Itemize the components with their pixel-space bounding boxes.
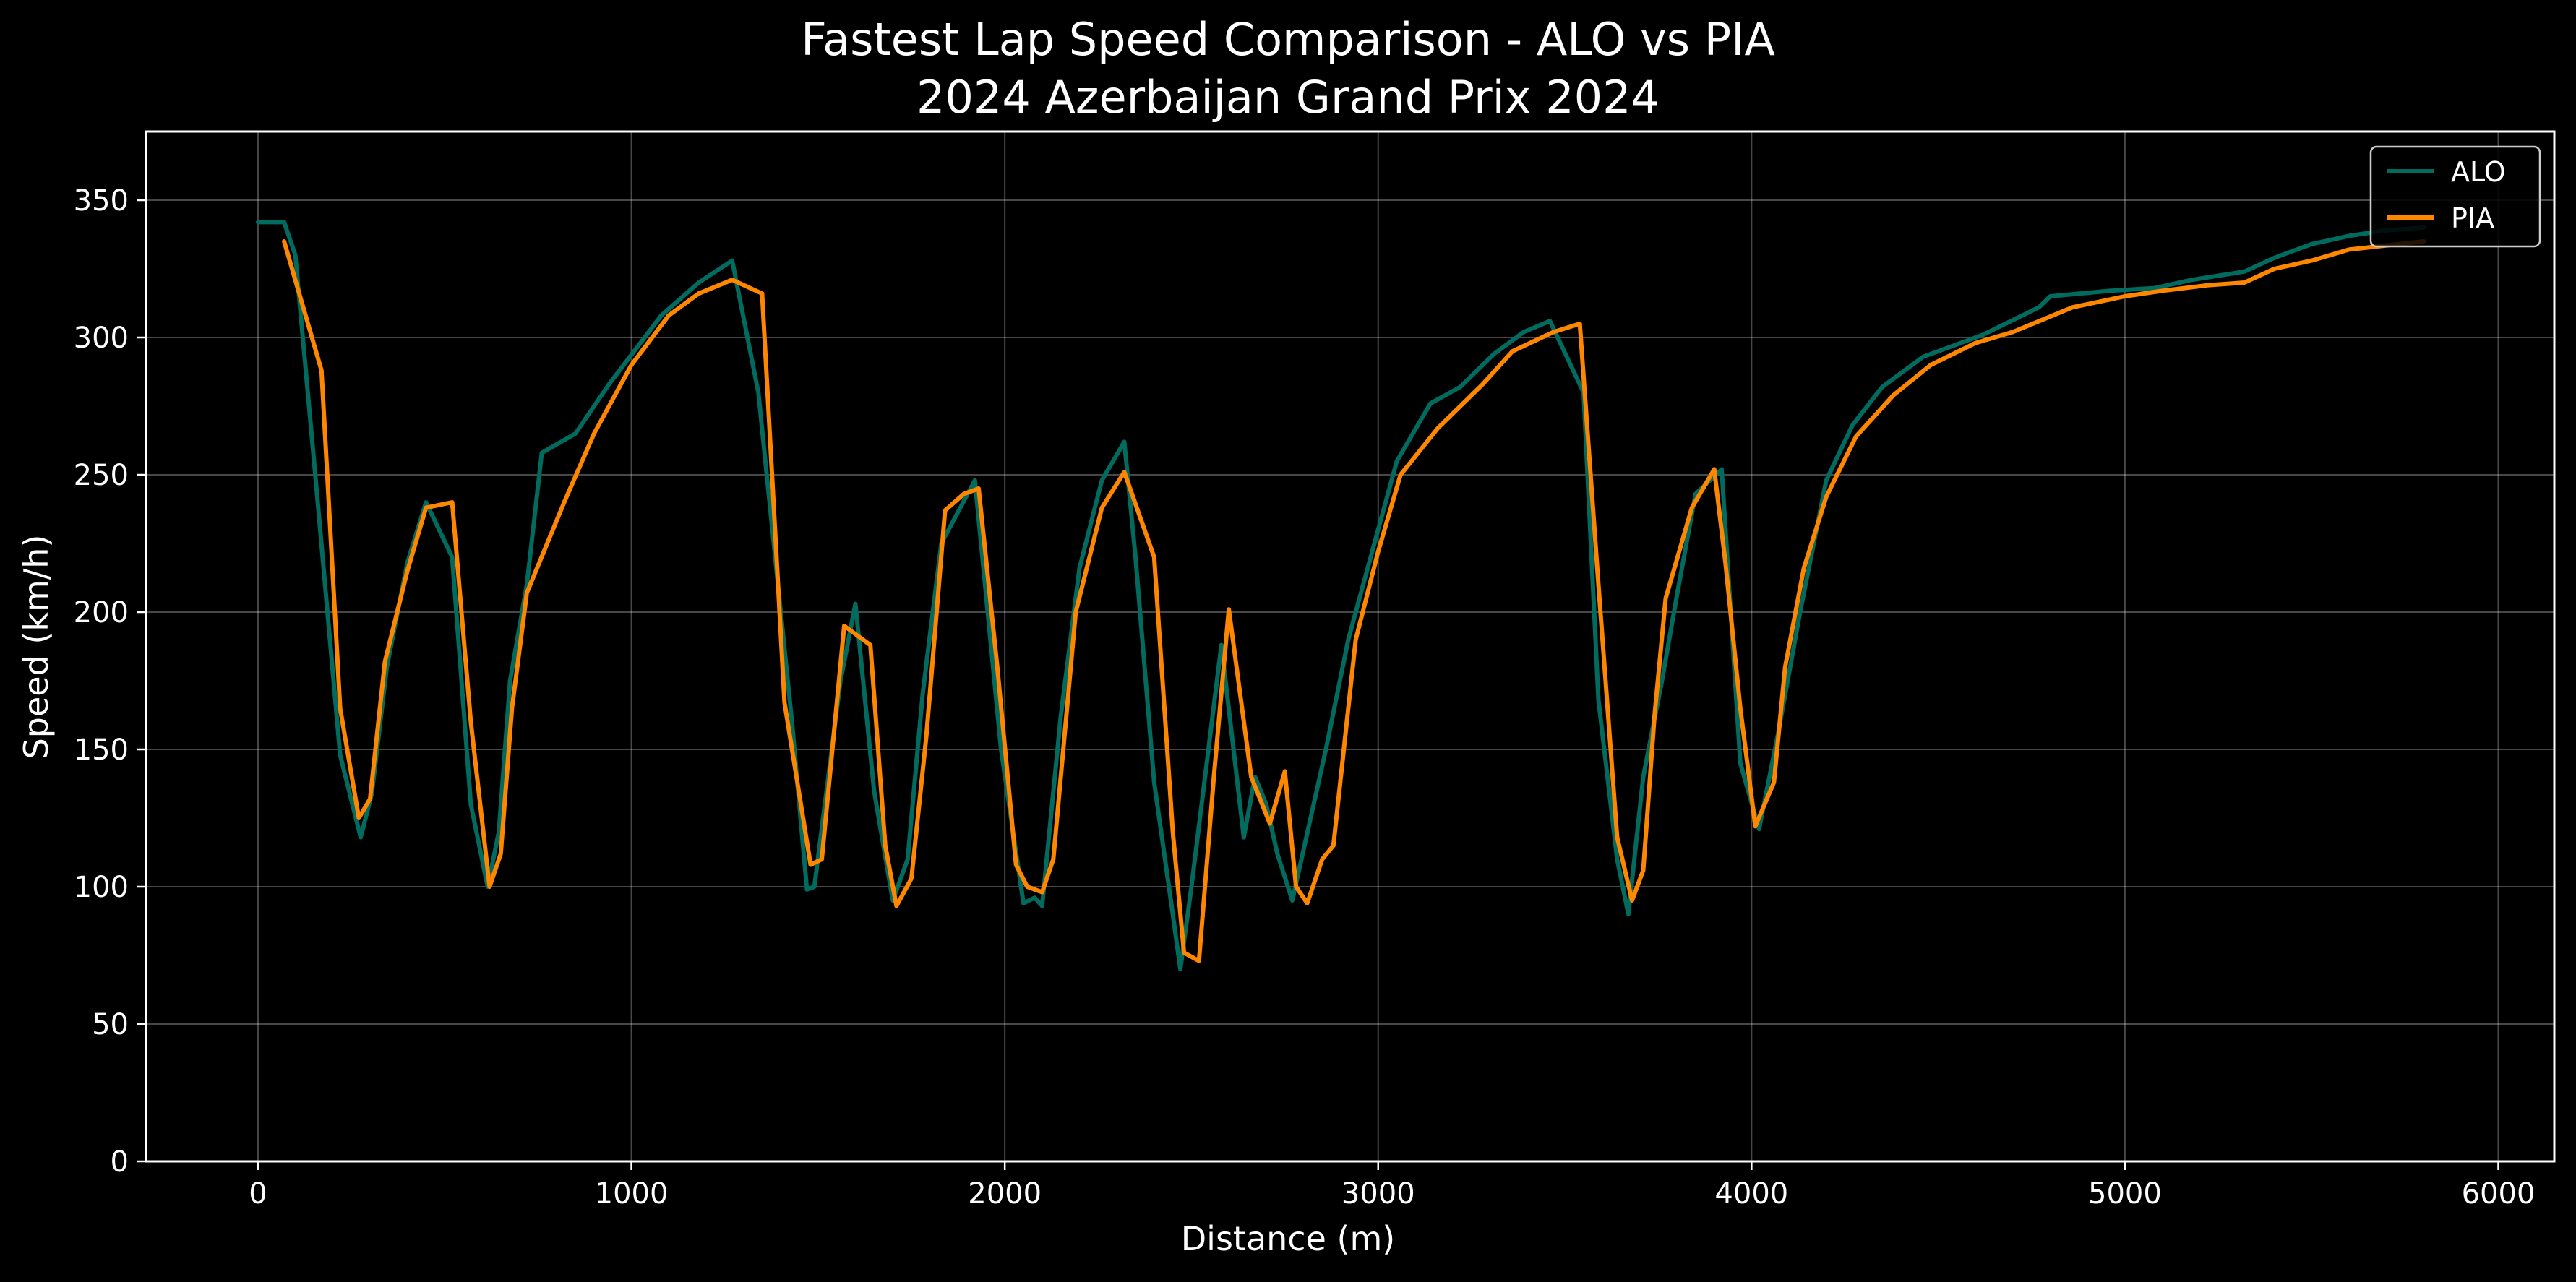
x-tick-label: 2000 — [968, 1177, 1042, 1210]
x-tick-label: 6000 — [2462, 1177, 2536, 1210]
x-tick-label: 5000 — [2088, 1177, 2162, 1210]
series-line-pia — [282, 239, 2426, 963]
x-tick-label: 4000 — [1714, 1177, 1788, 1210]
x-tick-label: 3000 — [1341, 1177, 1415, 1210]
series-line-alo — [256, 220, 2426, 971]
grid-layer — [146, 132, 2554, 1162]
chart-title: Fastest Lap Speed Comparison - ALO vs PI… — [801, 13, 1775, 66]
series-layer — [256, 220, 2426, 971]
x-tick-label: 1000 — [595, 1177, 669, 1210]
ticks-layer: 0 1000 2000 3000 4000 5000 6000 0 50 100 150 200 250… — [74, 184, 2536, 1210]
y-tick-label: 300 — [74, 322, 129, 355]
y-tick-label: 250 — [74, 459, 129, 492]
y-tick-label: 350 — [74, 184, 129, 218]
legend: ALO PIA — [2369, 145, 2541, 248]
chart-subtitle: 2024 Azerbaijan Grand Prix 2024 — [916, 71, 1660, 124]
plot-area-frame — [145, 130, 2556, 1163]
legend-label-alo: ALO — [2451, 156, 2506, 188]
x-tick-label: 0 — [249, 1177, 267, 1210]
y-tick-label: 100 — [74, 871, 129, 904]
x-axis-label: Distance (m) — [1181, 1219, 1395, 1258]
y-axis-label: Speed (km/h) — [17, 535, 56, 760]
y-tick-label: 0 — [111, 1145, 129, 1179]
y-tick-label: 50 — [92, 1008, 129, 1041]
y-tick-label: 200 — [74, 596, 129, 629]
y-tick-label: 150 — [74, 734, 129, 767]
legend-label-pia: PIA — [2451, 202, 2494, 234]
